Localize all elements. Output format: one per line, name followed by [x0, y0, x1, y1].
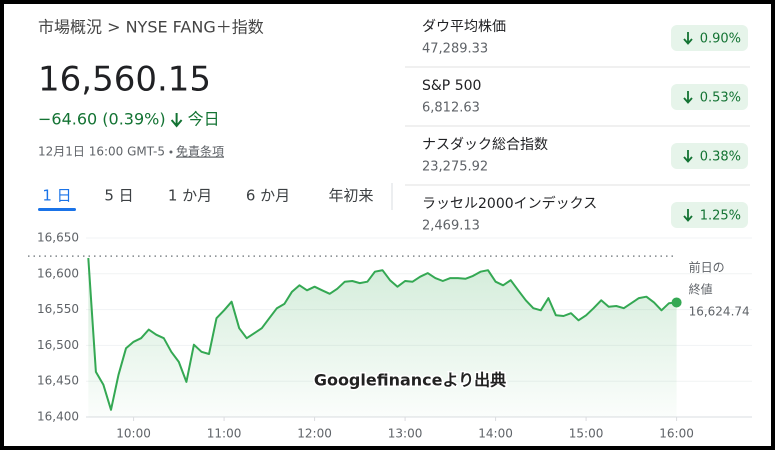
breadcrumb[interactable]: 市場概況 > NYSE FANG＋指数 — [38, 18, 264, 37]
y-tick-label: 16,500 — [37, 338, 79, 352]
down-arrow — [683, 32, 693, 45]
index-change: 0.38% — [700, 150, 741, 165]
index-value: 47,289.33 — [422, 42, 488, 57]
chart: 16,400 16,450 16,500 16,550 16,600 16,650 10:0… — [28, 231, 752, 441]
index-name[interactable]: S&P 500 — [422, 78, 481, 94]
range-tab[interactable]: 1 日 — [42, 187, 71, 205]
last-point — [671, 297, 682, 308]
range-tab[interactable]: 5 日 — [104, 187, 133, 205]
previous-close-value: 16,624.74 — [689, 305, 750, 319]
change-badge — [671, 25, 748, 51]
price-line — [87, 257, 677, 411]
timestamp: 12月1日 16:00 GMT-5 — [38, 145, 165, 159]
range-tab[interactable]: 6 か月 — [246, 187, 290, 205]
x-tick-label: 11:00 — [207, 427, 242, 441]
change: −64.60 (0.39%) — [38, 110, 166, 129]
index-change: 1.25% — [700, 209, 741, 224]
y-tick-label: 16,550 — [37, 302, 79, 316]
x-tick-label: 15:00 — [569, 427, 604, 441]
y-tick-label: 16,650 — [37, 231, 79, 245]
change-badge — [671, 202, 748, 228]
y-tick-label: 16,400 — [37, 410, 79, 424]
change-badge — [671, 143, 748, 169]
area-fill — [88, 258, 677, 417]
range-tabs: 1 日 5 日 1 か月 6 か月 年初来 — [38, 187, 374, 211]
index-change: 0.53% — [700, 91, 741, 106]
price: 16,560.15 — [38, 60, 211, 100]
previous-close-title: 終値 — [689, 282, 713, 297]
separator-dot — [169, 150, 173, 154]
x-tick-label: 13:00 — [388, 427, 423, 441]
down-arrow — [683, 91, 693, 104]
index-value: 2,469.13 — [422, 219, 480, 234]
period: 今日 — [188, 110, 220, 129]
x-tick-label: 10:00 — [116, 427, 151, 441]
market-indices: ダウ平均株価 47,289.33 0.90% S&P 500 6,812.63 0.53%… — [405, 19, 750, 234]
change-badge — [671, 84, 748, 110]
previous-close-title: 前日の — [689, 260, 725, 275]
down-arrow — [683, 209, 693, 222]
range-tab[interactable]: 1 か月 — [168, 187, 212, 205]
index-name[interactable]: ラッセル2000インデックス — [422, 195, 597, 212]
source-note: Googlefinanceより出典 — [314, 371, 506, 390]
down-arrow — [170, 113, 183, 128]
index-value: 6,812.63 — [422, 101, 480, 116]
y-tick-label: 16,450 — [37, 374, 79, 388]
index-value: 23,275.92 — [422, 160, 488, 175]
index-name[interactable]: ナスダック総合指数 — [422, 137, 548, 153]
y-tick-label: 16,600 — [37, 266, 79, 280]
index-change: 0.90% — [700, 32, 741, 47]
x-tick-label: 14:00 — [478, 427, 513, 441]
disclaimer-link[interactable]: 免責条項 — [176, 144, 224, 159]
index-name[interactable]: ダウ平均株価 — [422, 19, 506, 35]
range-tab[interactable]: 年初来 — [328, 187, 373, 205]
x-tick-label: 16:00 — [659, 427, 694, 441]
down-arrow — [683, 150, 693, 163]
x-tick-label: 12:00 — [297, 427, 332, 441]
active-tab-underline — [38, 208, 76, 211]
